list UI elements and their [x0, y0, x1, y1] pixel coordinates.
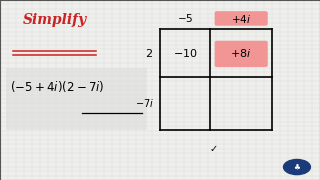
Text: $-10$: $-10$: [173, 47, 197, 59]
Text: ♣: ♣: [293, 163, 300, 172]
FancyBboxPatch shape: [6, 68, 147, 130]
Text: $(-5+4i)(2-7i)$: $(-5+4i)(2-7i)$: [10, 79, 104, 94]
Text: $2$: $2$: [145, 47, 153, 59]
Text: $+8i$: $+8i$: [230, 47, 252, 59]
Text: Simplify: Simplify: [22, 13, 87, 27]
FancyBboxPatch shape: [215, 41, 268, 67]
FancyBboxPatch shape: [215, 11, 268, 26]
Text: $-7i$: $-7i$: [135, 97, 154, 109]
Text: $+4i$: $+4i$: [231, 13, 251, 24]
Circle shape: [284, 159, 310, 175]
Text: $-5$: $-5$: [177, 12, 193, 24]
Text: $\checkmark$: $\checkmark$: [209, 143, 217, 153]
